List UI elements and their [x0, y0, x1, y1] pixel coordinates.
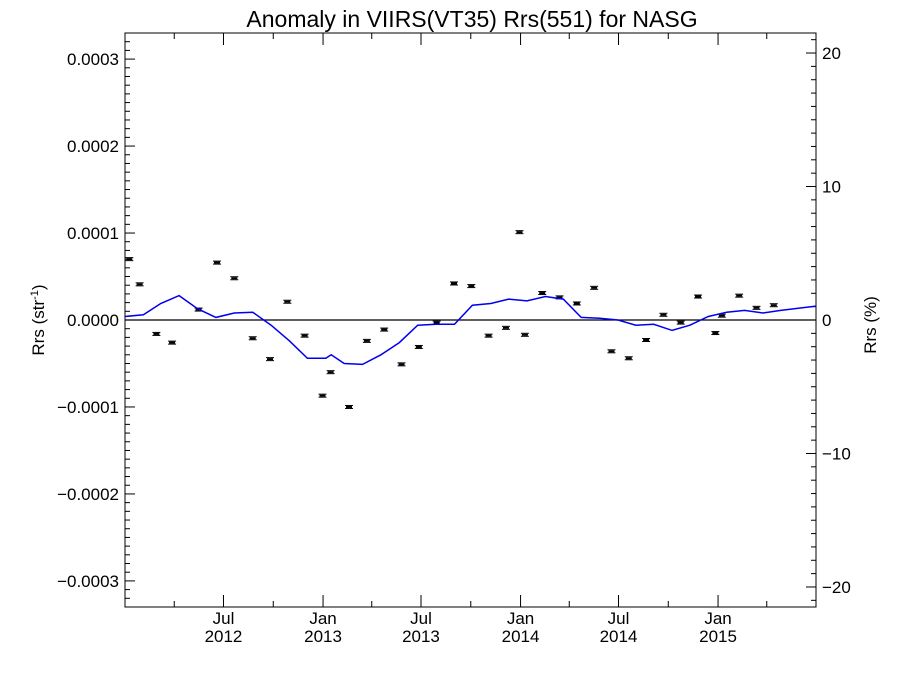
y-axis-label-left-sup: -1 [29, 290, 41, 300]
data-point [380, 327, 389, 332]
y-right-tick-label: 0 [822, 311, 831, 330]
data-point [624, 356, 633, 361]
y-axis-label-left: Rrs (str-1) [29, 284, 48, 355]
y-left-tick-label: −0.0001 [57, 398, 119, 417]
data-point [152, 331, 161, 336]
data-point [449, 281, 458, 286]
data-point [414, 344, 423, 349]
y-right-tick-label: 20 [822, 44, 841, 63]
x-tick-label-month: Jul [608, 609, 630, 628]
data-point [135, 282, 144, 287]
x-tick-label-year: 2014 [600, 627, 638, 646]
series-line-blue [124, 294, 817, 366]
x-tick-label-year: 2013 [304, 627, 342, 646]
data-point [590, 285, 599, 290]
data-point [676, 320, 685, 325]
x-tick-label-year: 2015 [699, 627, 737, 646]
plot-area: 0.0003 0.0002 0.0001 0.0000 −0.0001 −0.0002 −0… [57, 32, 851, 646]
data-point [515, 230, 524, 235]
data-point [520, 332, 529, 337]
y-left-tick-label: 0.0001 [67, 224, 119, 243]
data-point [168, 340, 177, 345]
data-point [345, 404, 354, 409]
x-tick-label-month: Jul [213, 609, 235, 628]
data-point [318, 393, 327, 398]
y-axis-label-left-base: Rrs (str [29, 300, 48, 356]
data-point [735, 293, 744, 298]
data-point [362, 338, 371, 343]
data-point [283, 299, 292, 304]
y-left-tick-label: −0.0003 [57, 572, 119, 591]
data-point [248, 336, 257, 341]
data-point [572, 301, 581, 306]
y-left-tick-label: 0.0000 [67, 311, 119, 330]
data-point [300, 333, 309, 338]
x-tick-label-month: Jan [507, 609, 534, 628]
y-left-tick-label: 0.0002 [67, 137, 119, 156]
data-point [266, 357, 275, 362]
data-point [642, 338, 651, 343]
data-point [538, 291, 547, 296]
x-tick-label-month: Jan [704, 609, 731, 628]
data-point [501, 325, 510, 330]
data-point [212, 260, 221, 265]
x-tick-label-month: Jan [309, 609, 336, 628]
x-tick-label-year: 2014 [502, 627, 540, 646]
data-point [711, 331, 720, 336]
y-axis-label-right: Rrs (%) [861, 296, 880, 354]
y-left-tick-label: 0.0003 [67, 50, 119, 69]
y-axis-label-left-tail: ) [29, 284, 48, 290]
data-point [484, 333, 493, 338]
data-point [694, 294, 703, 299]
data-point [769, 303, 778, 308]
data-point [659, 312, 668, 317]
y-right-tick-label: −10 [822, 444, 851, 463]
data-point [752, 305, 761, 310]
y-right-tick-label: 10 [822, 178, 841, 197]
x-tick-label-year: 2013 [402, 627, 440, 646]
data-point [230, 276, 239, 281]
data-point [397, 362, 406, 367]
chart-title: Anomaly in VIIRS(VT35) Rrs(551) for NASG [246, 6, 697, 32]
data-point [467, 284, 476, 289]
data-point [607, 349, 616, 354]
x-tick-label-month: Jul [410, 609, 432, 628]
x-tick-label-year: 2012 [205, 627, 243, 646]
y-left-tick-label: −0.0002 [57, 485, 119, 504]
data-point [125, 257, 134, 262]
data-point [326, 370, 335, 375]
y-right-tick-label: −20 [822, 578, 851, 597]
